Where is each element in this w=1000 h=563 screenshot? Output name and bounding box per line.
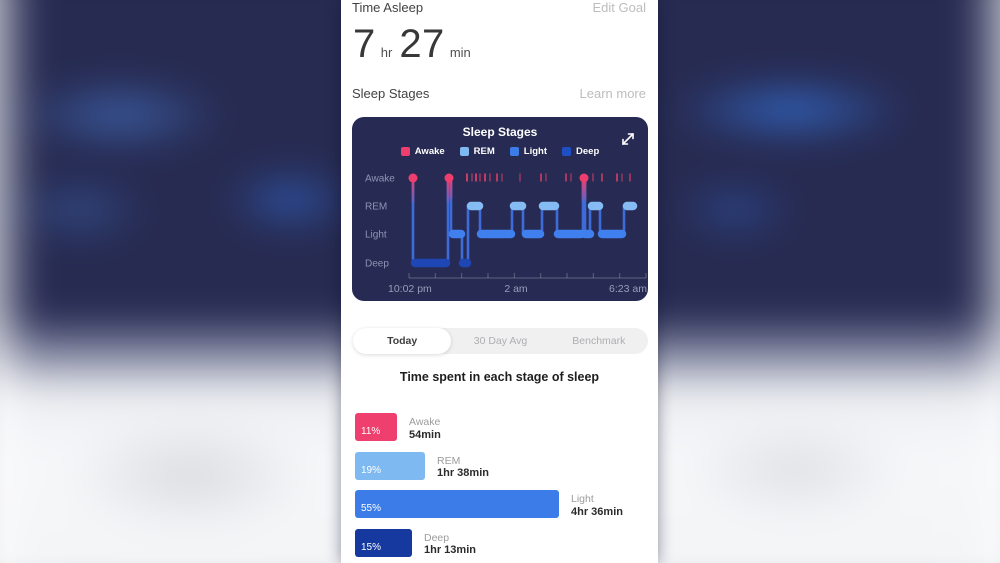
- legend: Awake REM Light Deep: [352, 144, 648, 158]
- light-swatch-icon: [509, 146, 519, 156]
- bar-info: REM 1hr 38min: [437, 452, 489, 480]
- card-title: Sleep Stages: [462, 125, 538, 139]
- percent-label: 55%: [361, 503, 382, 514]
- stage-bar-row-rem: 19% REM 1hr 38min: [355, 451, 652, 480]
- time-tick-label: 6:23 am: [609, 283, 647, 295]
- learn-more-link[interactable]: Learn more: [579, 86, 646, 101]
- legend-label: REM: [473, 145, 495, 157]
- legend-label: Deep: [576, 145, 600, 157]
- awake-dot: [444, 173, 454, 183]
- deep-swatch-icon: [562, 146, 572, 156]
- stage-axis-label: Awake: [365, 174, 395, 185]
- sleep-stages-label: Sleep Stages: [352, 86, 430, 101]
- awake-swatch-icon: [400, 146, 410, 156]
- bars-title: Time spent in each stage of sleep: [399, 370, 600, 384]
- hours-value: 7: [353, 22, 376, 66]
- stage-name: REM: [437, 454, 461, 467]
- legend-item-awake: Awake: [400, 144, 445, 158]
- stage-name: Light: [571, 493, 594, 505]
- percent-label: 19%: [361, 464, 382, 476]
- stage-duration: 54min: [409, 428, 441, 441]
- hypnogram-connector-path: [411, 176, 633, 265]
- stage-bar-row-awake: 11% Awake 54min: [355, 413, 652, 441]
- deep-bar: 15%: [355, 528, 412, 557]
- hypnogram-svg: Awake REM Light Deep 10:02 pm 2 am 6:23 am: [365, 173, 647, 295]
- hours-unit: hr: [380, 45, 393, 60]
- expand-icon[interactable]: [619, 130, 637, 148]
- time-asleep-label: Time Asleep: [352, 0, 424, 15]
- stage-duration: 1hr 13min: [424, 544, 476, 556]
- time-tick-label: 2 am: [504, 283, 528, 295]
- rem-swatch-icon: [459, 146, 469, 156]
- awake-dot: [408, 173, 418, 183]
- minutes-unit: min: [449, 45, 471, 60]
- rem-bar: 19%: [355, 451, 425, 480]
- stage-name: Awake: [409, 416, 441, 428]
- light-bar: 55%: [355, 490, 559, 518]
- legend-label: Awake: [414, 145, 445, 157]
- tab-30-day-avg[interactable]: 30 Day Avg: [473, 335, 528, 347]
- awake-bar: 11%: [355, 413, 397, 441]
- time-asleep-value: 7 hr 27 min: [353, 22, 471, 67]
- stage-bar-row-deep: 15% Deep 1hr 13min: [355, 528, 652, 557]
- legend-label: Light: [523, 145, 548, 157]
- legend-item-light: Light: [509, 144, 548, 158]
- legend-item-rem: REM: [459, 144, 495, 158]
- percent-label: 11%: [361, 426, 381, 437]
- stage-name: Deep: [424, 531, 450, 544]
- edit-goal-link[interactable]: Edit Goal: [592, 0, 646, 15]
- percent-label: 15%: [361, 541, 382, 553]
- sleep-detail-panel: Time Asleep Edit Goal 7 hr 27 min Sleep …: [341, 0, 658, 563]
- sleep-stages-card: Sleep Stages Awake REM Light Deep Awake REM L…: [352, 117, 648, 301]
- legend-item-deep: Deep: [562, 144, 599, 158]
- bar-info: Deep 1hr 13min: [424, 529, 476, 557]
- tab-today[interactable]: Today: [353, 328, 452, 354]
- tab-benchmark[interactable]: Benchmark: [572, 335, 626, 347]
- time-asleep-row: Time Asleep Edit Goal: [352, 0, 646, 15]
- stage-bar-row-light: 55% Light 4hr 36min: [355, 490, 652, 518]
- tab-bar: Today 30 Day Avg Benchmark: [353, 328, 648, 354]
- stage-duration: 4hr 36min: [571, 505, 623, 518]
- bar-info: Light 4hr 36min: [571, 490, 623, 518]
- awake-dot: [579, 173, 589, 183]
- stage-bars: 11% Awake 54min 19% REM 1hr 38min 55% Light 4hr …: [355, 413, 652, 557]
- time-tick-label: 10:02 pm: [388, 283, 432, 295]
- stage-axis-label: Light: [365, 230, 387, 241]
- stage-duration: 1hr 38min: [437, 467, 489, 479]
- bar-info: Awake 54min: [409, 413, 441, 441]
- stage-axis-label: REM: [365, 202, 387, 213]
- stage-axis-label: Deep: [365, 259, 389, 270]
- sleep-stages-row: Sleep Stages Learn more: [352, 86, 646, 101]
- minutes-value: 27: [399, 22, 445, 66]
